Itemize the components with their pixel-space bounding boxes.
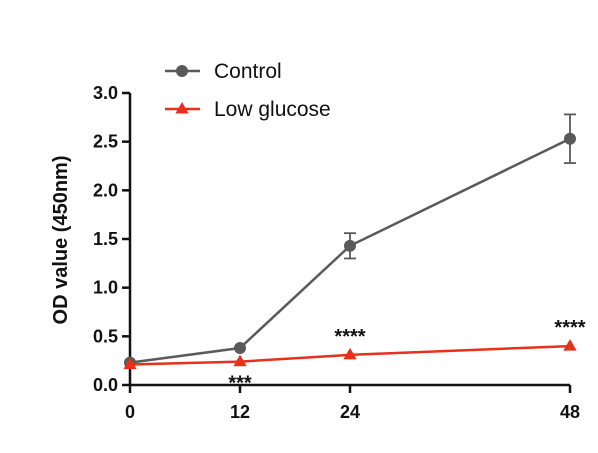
- series-line: [129, 137, 571, 364]
- legend-item: Control: [165, 60, 282, 83]
- y-tick-label: 2.0: [93, 180, 118, 200]
- data-point: [234, 342, 246, 355]
- x-tick-label: 12: [230, 402, 250, 422]
- axes: 0.0 0.5 1.0 1.5 2.0 2.5 3.0 0 12 24 48: [93, 83, 580, 422]
- data-point: [343, 347, 357, 360]
- y-ticks: 0.0 0.5 1.0 1.5 2.0 2.5 3.0: [93, 83, 130, 395]
- data-point: [564, 132, 576, 145]
- data-point: [123, 357, 137, 370]
- x-ticks: 0 12 24 48: [125, 385, 580, 422]
- data-point: [563, 339, 577, 351]
- legend-marker: [176, 65, 188, 77]
- y-tick-label: 2.5: [93, 132, 118, 152]
- y-tick-label: 1.5: [93, 229, 118, 249]
- x-tick-label: 48: [560, 402, 580, 422]
- significance-label: ***: [228, 373, 252, 395]
- y-tick-label: 0.5: [93, 326, 118, 346]
- legend-label: Low glucose: [214, 98, 331, 121]
- legend-label: Control: [214, 60, 282, 83]
- x-tick-label: 24: [340, 402, 360, 422]
- y-axis-title: OD value (450nm): [50, 156, 72, 325]
- series-layer: [123, 113, 577, 370]
- legend-item: Low glucose: [165, 98, 331, 121]
- y-tick-label: 0.0: [93, 375, 118, 395]
- data-point: [344, 239, 356, 252]
- significance-annotations: ******* ****: [228, 317, 585, 395]
- series-line: [129, 344, 571, 366]
- y-tick-label: 3.0: [93, 83, 118, 103]
- series-low-glucose: [123, 339, 577, 370]
- significance-label: ****: [334, 326, 365, 348]
- y-tick-label: 1.0: [93, 278, 118, 298]
- significance-label: ****: [554, 317, 585, 339]
- series-control: [124, 113, 576, 369]
- legend-marker: [175, 102, 189, 114]
- legend: Control Low glucose: [165, 60, 331, 121]
- x-tick-label: 0: [125, 402, 135, 422]
- data-point: [233, 354, 247, 367]
